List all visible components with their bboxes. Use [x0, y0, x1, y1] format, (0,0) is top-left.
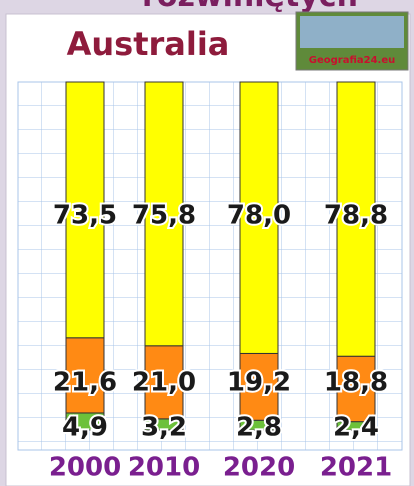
chart-title: Australia [67, 25, 230, 63]
value-label: 19,2 [227, 368, 291, 398]
value-label: 21,0 [132, 368, 196, 398]
value-label: 4,9 [62, 413, 108, 443]
value-label: 2,4 [333, 413, 379, 443]
value-label: 21,6 [53, 368, 117, 398]
x-tick-label: 2000 [49, 453, 121, 483]
value-label: 78,8 [324, 201, 388, 231]
logo-text: Geografia24.eu [309, 55, 395, 66]
value-label: 2,8 [236, 413, 282, 443]
chart: rozwiniętych Australia Geografia24.eu 4,… [0, 0, 414, 486]
value-label: 3,2 [141, 413, 187, 443]
logo: Geografia24.eu [296, 12, 408, 70]
value-label: 18,8 [324, 368, 388, 398]
value-label: 73,5 [53, 201, 117, 231]
value-label: 75,8 [132, 201, 196, 231]
x-tick-label: 2021 [320, 453, 392, 483]
x-tick-label: 2010 [128, 453, 200, 483]
page: rozwiniętych Australia Geografia24.eu 4,… [0, 0, 414, 486]
x-tick-label: 2020 [223, 453, 295, 483]
value-label: 78,0 [227, 201, 291, 231]
